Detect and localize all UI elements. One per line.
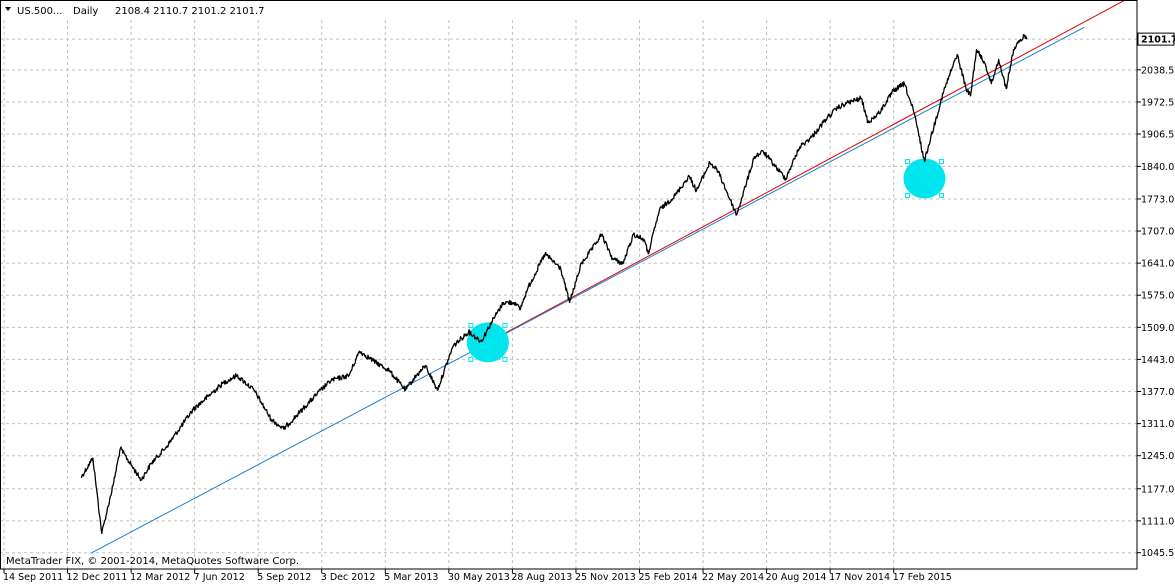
price-axis: 1045.5 1111.0 1177.0 1245.0 1311.0 1377.0 1443… <box>1137 65 1174 559</box>
plot-border <box>0 0 1138 570</box>
x-tick-label: 12 Dec 2011 <box>67 572 128 583</box>
plot-frame <box>0 0 1138 570</box>
trend-line-upper[interactable] <box>487 0 1175 343</box>
trend-line-lower[interactable] <box>91 26 1085 554</box>
x-tick-label: 3 Dec 2012 <box>321 572 376 583</box>
highlight-marker-0[interactable] <box>466 322 509 363</box>
y-tick-label: 1177.0 <box>1141 484 1174 495</box>
y-tick-label: 1972.5 <box>1141 97 1174 108</box>
y-tick-label: 1377.0 <box>1141 387 1174 398</box>
y-tick-label: 1443.0 <box>1141 355 1174 366</box>
y-tick-label: 1509.0 <box>1141 323 1174 334</box>
y-tick-label: 1111.0 <box>1141 516 1174 527</box>
x-tick-label: 22 May 2014 <box>702 572 764 583</box>
x-tick-label: 25 Nov 2013 <box>575 572 636 583</box>
y-tick-label: 1641.0 <box>1141 259 1174 270</box>
price-series <box>80 34 1028 535</box>
time-axis: 14 Sep 2011 12 Dec 2011 12 Mar 2012 7 Jun 2… <box>3 569 952 583</box>
x-tick-label: 7 Jun 2012 <box>194 572 245 583</box>
watermark: MetaTrader FIX, © 2001-2014, MetaQuotes … <box>6 556 299 567</box>
y-tick-label: 2038.5 <box>1141 65 1174 76</box>
x-tick-label: 17 Feb 2015 <box>893 572 952 583</box>
y-tick-label: 1045.5 <box>1141 548 1174 559</box>
current-price-label: 2101.7 <box>1141 35 1175 46</box>
y-tick-label: 1575.0 <box>1141 291 1174 302</box>
current-price-marker: 2101.7 <box>1137 32 1175 46</box>
chart-symbol: US.500... <box>17 6 62 17</box>
x-tick-label: 5 Mar 2013 <box>384 572 438 583</box>
dropdown-triangle-icon[interactable] <box>5 7 11 11</box>
x-tick-label: 30 May 2013 <box>448 572 510 583</box>
x-tick-label: 14 Sep 2011 <box>3 572 63 583</box>
x-tick-label: 17 Nov 2014 <box>829 572 890 583</box>
current-price-label-box <box>1137 32 1175 46</box>
x-tick-label: 25 Feb 2014 <box>639 572 698 583</box>
x-tick-label: 28 Aug 2013 <box>511 572 572 583</box>
x-tick-label: 5 Sep 2012 <box>257 572 311 583</box>
grid-lines <box>0 20 1137 569</box>
highlight-markers[interactable] <box>466 158 946 363</box>
price-line <box>80 34 1028 535</box>
y-tick-label: 1906.5 <box>1141 130 1174 141</box>
y-tick-label: 1840.0 <box>1141 162 1174 173</box>
x-tick-label: 12 Mar 2012 <box>130 572 190 583</box>
trend-lines[interactable] <box>91 0 1175 554</box>
y-tick-label: 1245.0 <box>1141 451 1174 462</box>
y-tick-label: 1707.0 <box>1141 227 1174 238</box>
chart-info: US.500... Daily 2108.4 2110.7 2101.2 210… <box>5 6 265 17</box>
chart-timeframe: Daily <box>73 6 98 17</box>
highlight-marker-1[interactable] <box>903 158 946 199</box>
chart-ohlc: 2108.4 2110.7 2101.2 2101.7 <box>115 6 265 17</box>
y-tick-label: 1311.0 <box>1141 419 1174 430</box>
x-tick-label: 20 Aug 2014 <box>766 572 827 583</box>
y-tick-label: 1773.0 <box>1141 194 1174 205</box>
